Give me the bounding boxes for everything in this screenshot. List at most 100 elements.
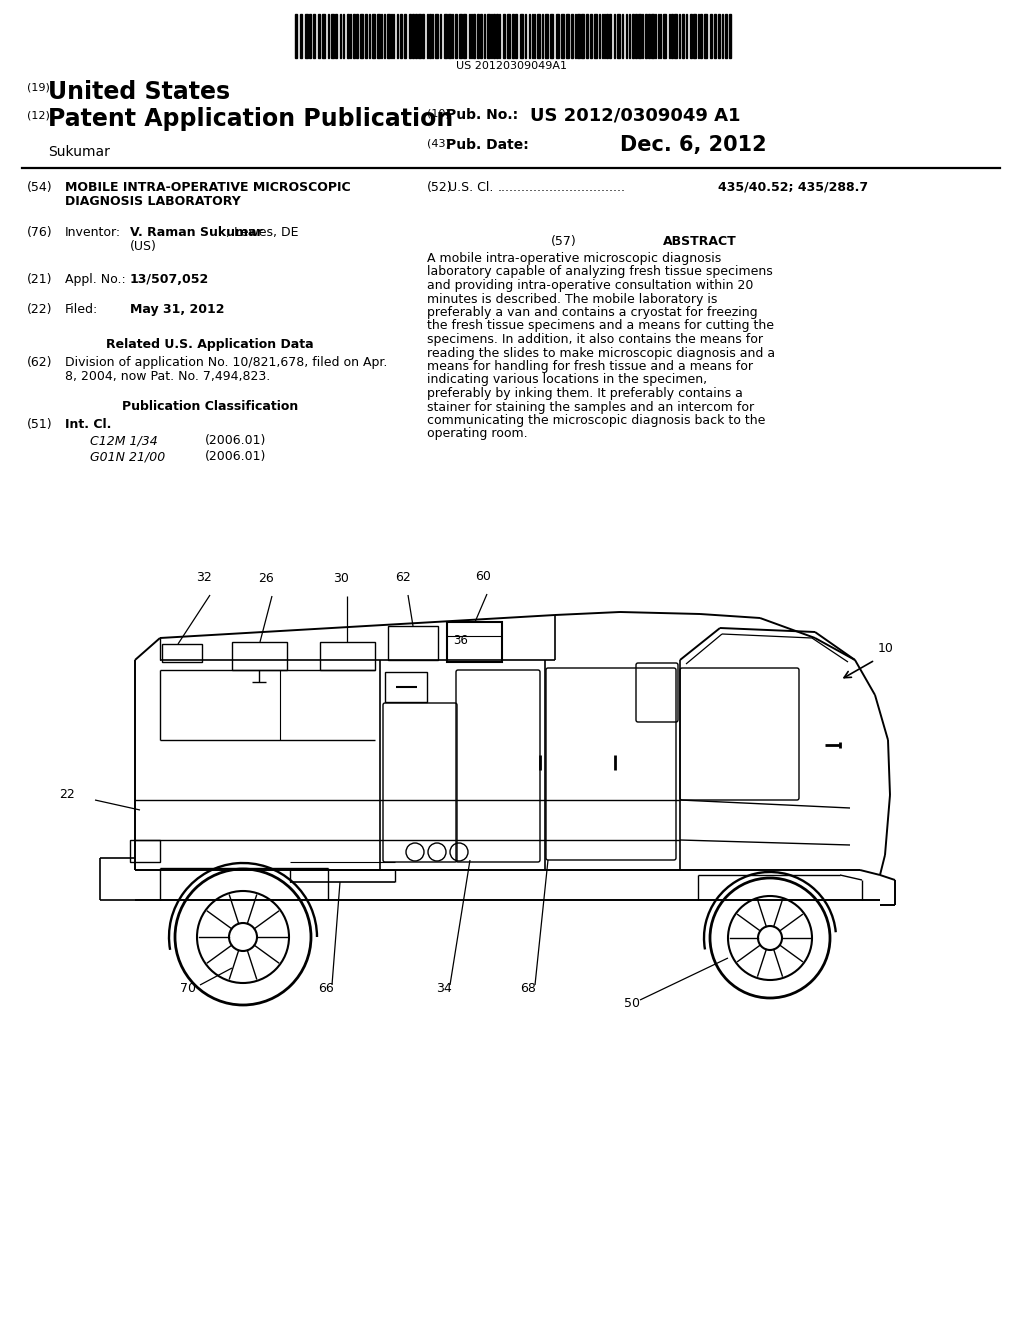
Text: (52): (52) — [427, 181, 453, 194]
Bar — [710, 15, 712, 58]
Text: US 2012/0309049 A1: US 2012/0309049 A1 — [530, 106, 740, 124]
Text: (US): (US) — [130, 240, 157, 253]
Bar — [648, 15, 650, 58]
Text: Pub. No.:: Pub. No.: — [446, 108, 518, 121]
Text: 62: 62 — [395, 572, 411, 583]
Text: G01N 21/00: G01N 21/00 — [90, 450, 165, 463]
Text: 30: 30 — [333, 572, 349, 585]
Text: (43): (43) — [427, 139, 450, 149]
Text: US 20120309049A1: US 20120309049A1 — [457, 61, 567, 71]
Text: 10: 10 — [878, 642, 894, 655]
Text: U.S. Cl.: U.S. Cl. — [449, 181, 494, 194]
Bar — [507, 15, 510, 58]
Bar — [418, 15, 421, 58]
Bar — [594, 15, 597, 58]
Bar — [162, 644, 202, 663]
Bar — [319, 642, 375, 671]
Text: (51): (51) — [27, 418, 52, 432]
Bar — [577, 15, 580, 58]
Bar — [385, 672, 427, 702]
Bar — [638, 15, 641, 58]
Text: 70: 70 — [180, 982, 196, 995]
Bar — [714, 15, 716, 58]
Text: preferably a van and contains a cryostat for freezing: preferably a van and contains a cryostat… — [427, 306, 758, 319]
Bar — [347, 15, 349, 58]
Bar — [447, 622, 502, 663]
Text: (57): (57) — [551, 235, 577, 248]
Bar — [356, 15, 358, 58]
Bar — [477, 15, 479, 58]
Text: (21): (21) — [27, 273, 52, 286]
Bar — [663, 15, 666, 58]
Text: specimens. In addition, it also contains the means for: specimens. In addition, it also contains… — [427, 333, 763, 346]
Bar — [645, 15, 647, 58]
Bar — [335, 15, 337, 58]
Bar — [561, 15, 564, 58]
Bar — [365, 15, 367, 58]
Bar — [537, 15, 540, 58]
Bar — [449, 15, 451, 58]
Bar — [674, 15, 677, 58]
Text: Publication Classification: Publication Classification — [122, 400, 298, 413]
Bar — [309, 15, 311, 58]
Text: MOBILE INTRA-OPERATIVE MICROSCOPIC: MOBILE INTRA-OPERATIVE MICROSCOPIC — [65, 181, 350, 194]
Bar — [671, 15, 673, 58]
Text: Int. Cl.: Int. Cl. — [65, 418, 112, 432]
Bar — [566, 15, 569, 58]
Bar — [295, 15, 297, 58]
Bar — [388, 626, 438, 660]
Bar — [409, 15, 411, 58]
Bar — [571, 15, 573, 58]
Text: Sukumar: Sukumar — [48, 145, 110, 158]
Text: 26: 26 — [258, 572, 273, 585]
Bar — [487, 15, 490, 58]
Bar — [632, 15, 634, 58]
Bar — [435, 15, 438, 58]
Text: communicating the microscopic diagnosis back to the: communicating the microscopic diagnosis … — [427, 414, 765, 426]
Text: 60: 60 — [475, 570, 490, 583]
Text: 13/507,052: 13/507,052 — [130, 273, 209, 286]
Text: 66: 66 — [318, 982, 334, 995]
Text: Pub. Date:: Pub. Date: — [446, 139, 528, 152]
Text: stainer for staining the samples and an intercom for: stainer for staining the samples and an … — [427, 400, 754, 413]
Text: Division of application No. 10/821,678, filed on Apr.: Division of application No. 10/821,678, … — [65, 356, 387, 370]
Bar — [305, 15, 308, 58]
Bar — [480, 15, 482, 58]
Text: Related U.S. Application Data: Related U.S. Application Data — [106, 338, 313, 351]
Text: (12): (12) — [27, 110, 50, 120]
Text: Appl. No.:: Appl. No.: — [65, 273, 126, 286]
Text: and providing intra-operative consultation within 20: and providing intra-operative consultati… — [427, 279, 754, 292]
Bar — [545, 15, 548, 58]
Bar — [473, 15, 475, 58]
Bar — [404, 15, 406, 58]
Text: , Lewes, DE: , Lewes, DE — [226, 226, 299, 239]
Text: (62): (62) — [27, 356, 52, 370]
Text: (76): (76) — [27, 226, 52, 239]
Circle shape — [175, 869, 311, 1005]
Text: ................................: ................................ — [498, 181, 626, 194]
Bar — [550, 15, 553, 58]
Text: preferably by inking them. It preferably contains a: preferably by inking them. It preferably… — [427, 387, 742, 400]
Text: laboratory capable of analyzing fresh tissue specimens: laboratory capable of analyzing fresh ti… — [427, 265, 773, 279]
Bar — [377, 15, 380, 58]
Text: Inventor:: Inventor: — [65, 226, 121, 239]
Bar — [512, 15, 514, 58]
Text: 36: 36 — [454, 634, 468, 647]
Text: Patent Application Publication: Patent Application Publication — [48, 107, 454, 131]
Text: C12M 1/34: C12M 1/34 — [90, 434, 158, 447]
Text: 22: 22 — [59, 788, 75, 801]
Bar — [387, 15, 390, 58]
Text: (19): (19) — [27, 83, 50, 92]
Bar — [718, 15, 720, 58]
Bar — [617, 15, 620, 58]
Bar — [232, 642, 287, 671]
Bar — [130, 840, 160, 862]
Bar — [635, 15, 637, 58]
Bar — [459, 15, 462, 58]
Text: 32: 32 — [196, 572, 212, 583]
Bar — [503, 15, 505, 58]
Bar — [463, 15, 466, 58]
Bar — [360, 15, 362, 58]
Bar — [609, 15, 611, 58]
Bar — [690, 15, 692, 58]
